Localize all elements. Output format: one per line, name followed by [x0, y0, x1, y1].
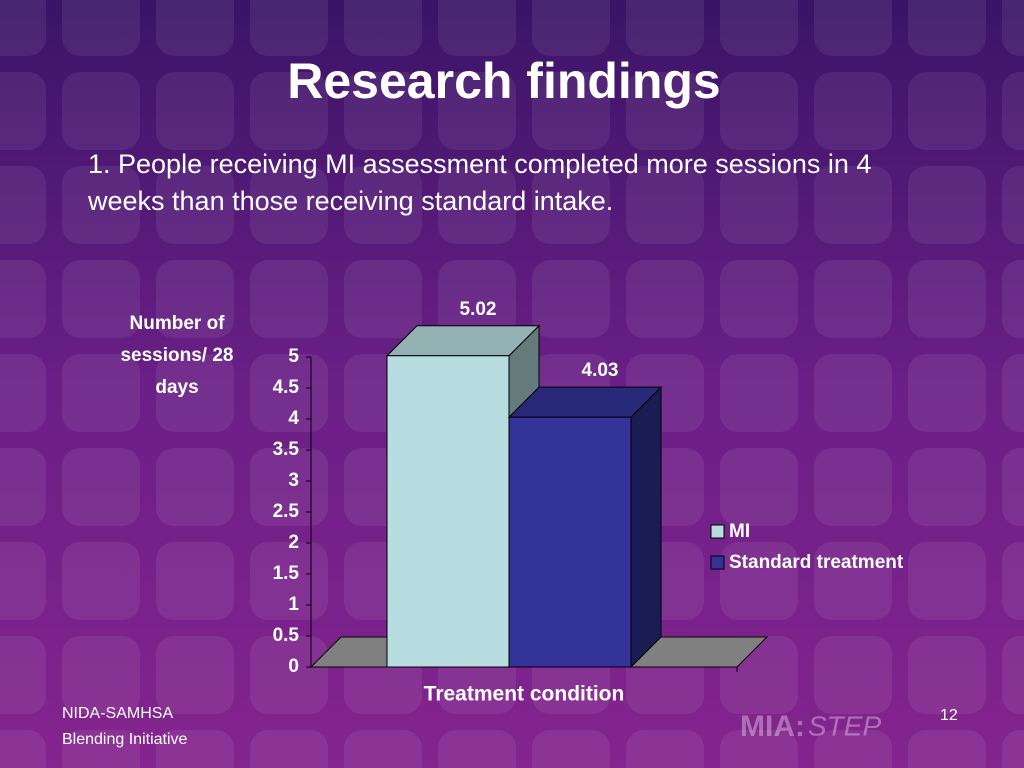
y-tick-label: 0.5 — [273, 625, 300, 646]
legend-swatch — [710, 555, 725, 570]
y-tick-label: 1.5 — [273, 563, 300, 584]
bar-side — [630, 385, 662, 669]
y-tick-label: 1 — [288, 594, 299, 615]
legend-label: Standard treatment — [729, 552, 904, 573]
footer-line: NIDA-SAMHSA — [62, 705, 174, 722]
plot: 0 0.5 1 1.5 2 2.5 3 3.5 4 4.5 5 Treatment condition… — [273, 299, 904, 706]
bar — [508, 416, 632, 668]
page-number: 12 — [940, 707, 958, 724]
y-tick-label: 2.5 — [273, 501, 300, 522]
legend-swatch — [710, 524, 725, 539]
logo-right: STEP — [808, 710, 881, 741]
y-tick-label: 3.5 — [273, 439, 300, 460]
bullet-text: 1. People receiving MI assessment comple… — [88, 149, 872, 216]
y-tick-label: 3 — [288, 470, 299, 491]
data-label: 5.02 — [460, 299, 497, 320]
y-tick-label: 4 — [288, 408, 299, 429]
bar — [386, 355, 510, 668]
logo-left: MIA: — [740, 710, 805, 743]
y-tick-label: 0 — [288, 656, 299, 677]
y-tick-label: 5 — [288, 346, 299, 367]
footer-line: Blending Initiative — [62, 731, 188, 748]
y-tick-label: 4.5 — [273, 377, 300, 398]
data-label: 4.03 — [582, 360, 619, 381]
x-axis-title: Treatment condition — [424, 683, 625, 706]
y-tick-label: 2 — [288, 532, 299, 553]
slide-title: Research findings — [287, 53, 721, 109]
legend-label: MI — [729, 521, 750, 542]
y-axis-title: Number of sessions/ 28 days — [120, 313, 234, 398]
